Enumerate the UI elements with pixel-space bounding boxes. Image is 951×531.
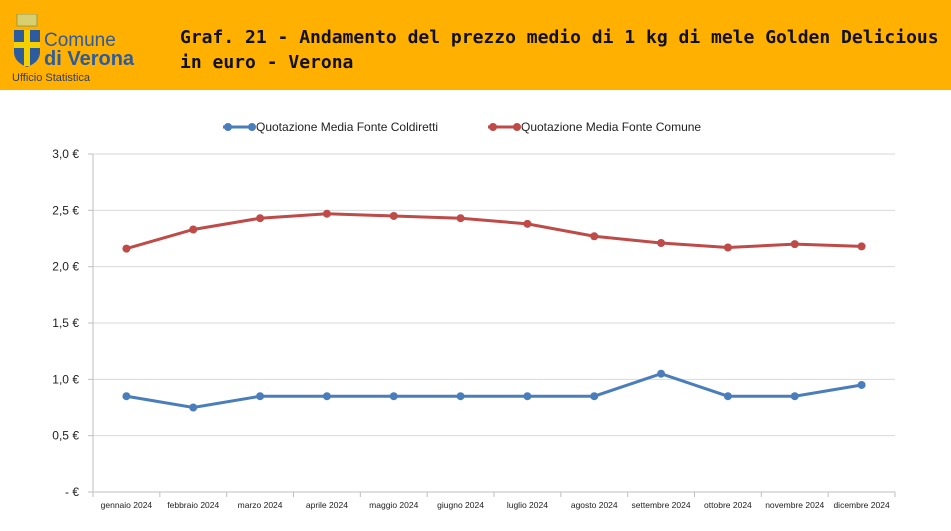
data-point	[122, 244, 131, 253]
legend-label: Quotazione Media Fonte Coldiretti	[256, 120, 438, 134]
data-point	[256, 214, 265, 223]
data-point	[657, 239, 666, 248]
x-tick-label: agosto 2024	[571, 500, 618, 510]
line-chart: Quotazione Media Fonte Coldiretti Quotazi…	[52, 120, 896, 510]
y-tick-label: 2,5 €	[52, 203, 79, 217]
data-point	[523, 219, 532, 228]
x-tick-label: novembre 2024	[765, 500, 824, 510]
logo-subtitle: Ufficio Statistica	[12, 72, 91, 84]
y-tick-label: - €	[65, 485, 79, 499]
data-point	[322, 392, 331, 401]
data-point	[790, 240, 799, 249]
data-point	[657, 369, 666, 378]
logo-line1: Comune	[44, 30, 116, 51]
logo-line2: di Verona	[44, 48, 135, 70]
y-tick-label: 1,5 €	[52, 316, 79, 330]
data-point	[322, 209, 331, 218]
x-tick-label: giugno 2024	[437, 500, 484, 510]
legend-marker	[489, 123, 497, 131]
data-point	[256, 392, 265, 401]
data-point	[723, 243, 732, 252]
chart-title: Graf. 21 - Andamento del prezzo medio di…	[180, 27, 939, 73]
header: Comune di Verona Ufficio Statistica Graf…	[0, 0, 951, 90]
data-point	[590, 232, 599, 241]
legend-marker	[513, 123, 521, 131]
y-tick-label: 0,5 €	[52, 429, 79, 443]
data-point	[590, 392, 599, 401]
x-tick-label: dicembre 2024	[833, 500, 890, 510]
data-point	[523, 392, 532, 401]
legend-label: Quotazione Media Fonte Comune	[521, 120, 701, 134]
x-tick-label: marzo 2024	[238, 500, 283, 510]
data-point	[857, 242, 866, 251]
data-point	[456, 392, 465, 401]
x-tick-label: luglio 2024	[507, 500, 548, 510]
legend: Quotazione Media Fonte Coldiretti Quotazi…	[223, 120, 701, 134]
x-tick-label: maggio 2024	[369, 500, 418, 510]
x-tick-label: ottobre 2024	[704, 500, 752, 510]
x-tick-label: gennaio 2024	[101, 500, 153, 510]
legend-marker	[248, 123, 256, 131]
data-point	[790, 392, 799, 401]
x-tick-label: settembre 2024	[632, 500, 691, 510]
y-tick-label: 1,0 €	[52, 372, 79, 386]
series-line	[126, 372, 862, 410]
data-point	[857, 380, 866, 389]
data-point	[189, 225, 198, 234]
data-point	[723, 392, 732, 401]
x-tick-label: febbraio 2024	[167, 500, 219, 510]
y-tick-label: 3,0 €	[52, 147, 79, 161]
logo: Comune di Verona Ufficio Statistica	[10, 12, 170, 87]
data-point	[389, 392, 398, 401]
data-point	[189, 403, 198, 412]
x-tick-label: aprile 2024	[306, 500, 348, 510]
data-point	[389, 211, 398, 220]
data-point	[122, 392, 131, 401]
verona-crest-icon	[14, 14, 40, 67]
y-tick-label: 2,0 €	[52, 260, 79, 274]
series-line	[126, 212, 862, 251]
data-point	[456, 214, 465, 223]
legend-marker	[224, 123, 232, 131]
